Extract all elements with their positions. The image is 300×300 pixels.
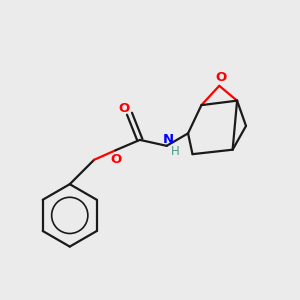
- Text: O: O: [215, 71, 226, 84]
- Text: O: O: [110, 153, 121, 166]
- Text: N: N: [163, 133, 174, 146]
- Text: H: H: [171, 145, 180, 158]
- Text: O: O: [118, 102, 129, 115]
